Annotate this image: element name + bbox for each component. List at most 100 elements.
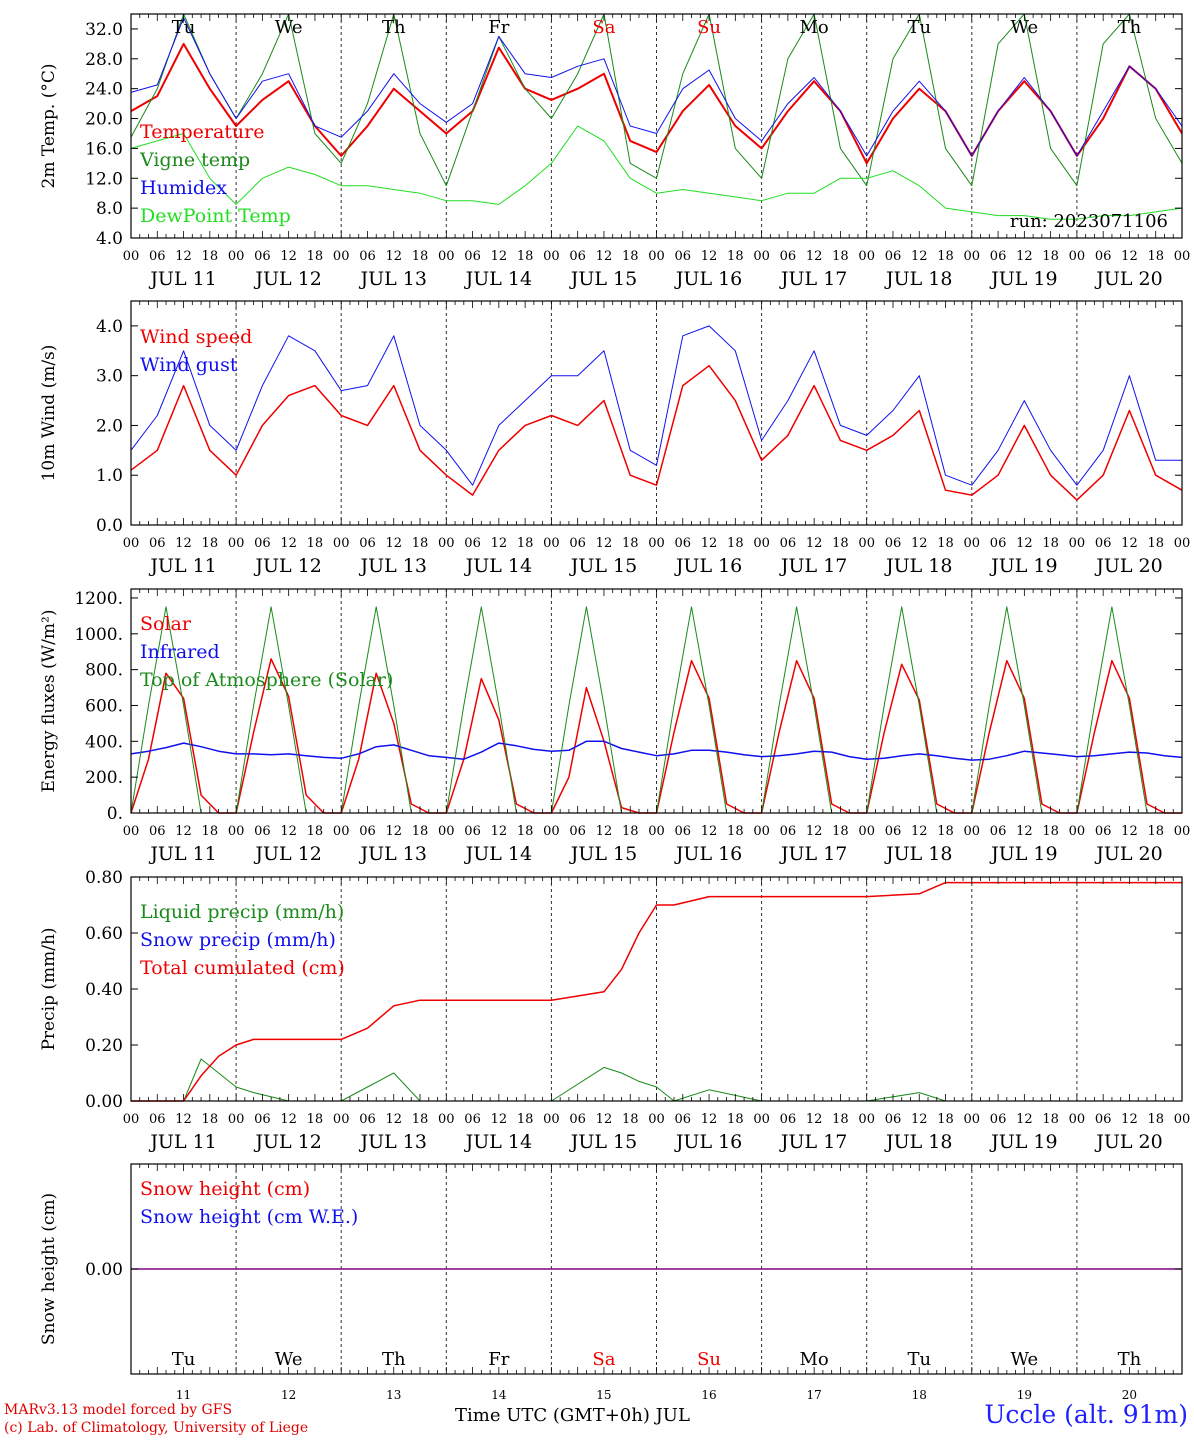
hour-tick-label: 18 xyxy=(202,1112,219,1127)
hour-tick-label: 18 xyxy=(1042,824,1059,839)
hour-tick-label: 18 xyxy=(832,249,849,264)
day-label: JUL 20 xyxy=(1094,1131,1162,1153)
hour-tick-label: 18 xyxy=(1147,824,1164,839)
day-number-label: 16 xyxy=(701,1388,716,1402)
hour-tick-label: 18 xyxy=(937,536,954,551)
hour-tick-label: 18 xyxy=(727,1112,744,1127)
hour-tick-label: 06 xyxy=(780,536,797,551)
time-axis-label: Time UTC (GMT+0h) JUL xyxy=(455,1405,690,1426)
y-tick-label: 0.20 xyxy=(85,1036,123,1056)
y-tick-label: 2.0 xyxy=(96,416,123,436)
panel-3 xyxy=(130,588,1183,814)
hour-tick-label: 00 xyxy=(543,536,560,551)
hour-tick-label: 00 xyxy=(1174,536,1191,551)
hour-tick-label: 12 xyxy=(806,536,823,551)
run-label: run: 2023071106 xyxy=(1010,211,1168,232)
day-label: JUL 16 xyxy=(674,1131,742,1153)
day-label: JUL 18 xyxy=(884,843,952,865)
hour-tick-label: 18 xyxy=(727,249,744,264)
hour-tick-label: 12 xyxy=(385,1112,402,1127)
hour-tick-label: 18 xyxy=(1042,249,1059,264)
hour-tick-label: 00 xyxy=(333,536,350,551)
hour-tick-label: 12 xyxy=(175,536,192,551)
hour-tick-label: 12 xyxy=(596,824,613,839)
hour-tick-label: 06 xyxy=(885,249,902,264)
hour-tick-label: 00 xyxy=(228,249,245,264)
day-label: JUL 17 xyxy=(779,1131,847,1153)
legend-entry: Wind speed xyxy=(140,326,252,348)
y-tick-label: 0. xyxy=(107,804,123,824)
day-label: JUL 17 xyxy=(779,268,847,290)
hour-tick-label: 12 xyxy=(491,249,508,264)
y-tick-label: 0.00 xyxy=(85,1260,123,1280)
hour-tick-label: 06 xyxy=(780,1112,797,1127)
day-label: JUL 13 xyxy=(359,843,427,865)
day-label: JUL 13 xyxy=(359,268,427,290)
hour-tick-label: 12 xyxy=(491,824,508,839)
hour-tick-label: 18 xyxy=(937,1112,954,1127)
hour-tick-label: 06 xyxy=(464,536,481,551)
day-label: JUL 11 xyxy=(148,843,216,865)
day-number-label: 12 xyxy=(281,1388,296,1402)
y-tick-label: 0.60 xyxy=(85,924,123,944)
day-label: JUL 18 xyxy=(884,555,952,577)
hour-tick-label: 12 xyxy=(280,824,297,839)
day-number-label: 13 xyxy=(386,1388,401,1402)
y-tick-label: 3.0 xyxy=(96,367,123,387)
day-number-label: 14 xyxy=(491,1388,507,1402)
series-line-humidex xyxy=(130,17,1183,157)
day-label: JUL 15 xyxy=(569,268,637,290)
hour-tick-label: 06 xyxy=(1095,249,1112,264)
hour-tick-label: 18 xyxy=(622,249,639,264)
day-label: JUL 20 xyxy=(1094,843,1162,865)
hour-tick-label: 18 xyxy=(832,536,849,551)
hour-tick-label: 00 xyxy=(1069,1112,1086,1127)
hour-tick-label: 12 xyxy=(596,536,613,551)
hour-tick-label: 12 xyxy=(1016,1112,1033,1127)
hour-tick-label: 06 xyxy=(569,536,586,551)
legend-entry: Temperature xyxy=(140,121,264,143)
hour-tick-label: 06 xyxy=(1095,536,1112,551)
hour-tick-label: 06 xyxy=(359,824,376,839)
hour-tick-label: 18 xyxy=(622,824,639,839)
y-tick-label: 0.80 xyxy=(85,868,123,888)
station-label: Uccle (alt. 91m) xyxy=(984,1400,1188,1429)
weekday-label: We xyxy=(275,17,303,38)
hour-tick-label: 00 xyxy=(543,249,560,264)
hour-tick-label: 18 xyxy=(202,536,219,551)
hour-tick-label: 12 xyxy=(806,1112,823,1127)
day-label: JUL 13 xyxy=(359,1131,427,1153)
hour-tick-label: 06 xyxy=(149,1112,166,1127)
hour-tick-label: 00 xyxy=(333,1112,350,1127)
hour-tick-label: 18 xyxy=(727,824,744,839)
series-line-wind-speed xyxy=(130,364,1183,501)
weekday-label: Th xyxy=(382,1349,406,1370)
hour-tick-label: 12 xyxy=(701,824,718,839)
day-label: JUL 12 xyxy=(253,843,321,865)
hour-tick-label: 12 xyxy=(701,1112,718,1127)
hour-tick-label: 06 xyxy=(780,824,797,839)
hour-tick-label: 12 xyxy=(806,824,823,839)
weekday-label: Sa xyxy=(592,1349,615,1370)
hour-tick-label: 00 xyxy=(438,536,455,551)
legend-entry: Humidex xyxy=(140,177,227,199)
hour-tick-label: 06 xyxy=(780,249,797,264)
hour-tick-label: 18 xyxy=(307,824,324,839)
hour-tick-label: 18 xyxy=(937,824,954,839)
hour-tick-label: 00 xyxy=(648,1112,665,1127)
hour-tick-label: 00 xyxy=(753,536,770,551)
hour-tick-label: 06 xyxy=(885,1112,902,1127)
weekday-label: Tu xyxy=(907,1349,931,1370)
hour-tick-label: 18 xyxy=(1147,1112,1164,1127)
day-label: JUL 12 xyxy=(253,268,321,290)
hour-tick-label: 12 xyxy=(385,536,402,551)
hour-tick-label: 00 xyxy=(333,249,350,264)
weekday-label: We xyxy=(275,1349,303,1370)
y-tick-label: 8.0 xyxy=(96,199,123,219)
hour-tick-label: 12 xyxy=(175,824,192,839)
hour-tick-label: 00 xyxy=(648,824,665,839)
weekday-label: Tu xyxy=(172,17,196,38)
hour-tick-label: 12 xyxy=(491,1112,508,1127)
hour-tick-label: 06 xyxy=(990,824,1007,839)
hour-tick-label: 12 xyxy=(280,1112,297,1127)
